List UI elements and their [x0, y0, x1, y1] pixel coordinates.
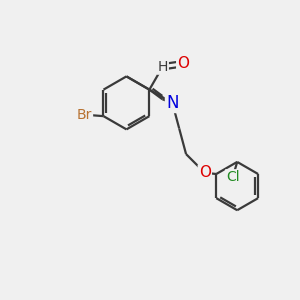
Text: Cl: Cl — [226, 170, 240, 184]
Text: Br: Br — [77, 108, 92, 122]
Text: O: O — [177, 56, 189, 71]
Text: O: O — [199, 165, 211, 180]
Text: H: H — [158, 60, 168, 74]
Text: N: N — [166, 94, 178, 112]
